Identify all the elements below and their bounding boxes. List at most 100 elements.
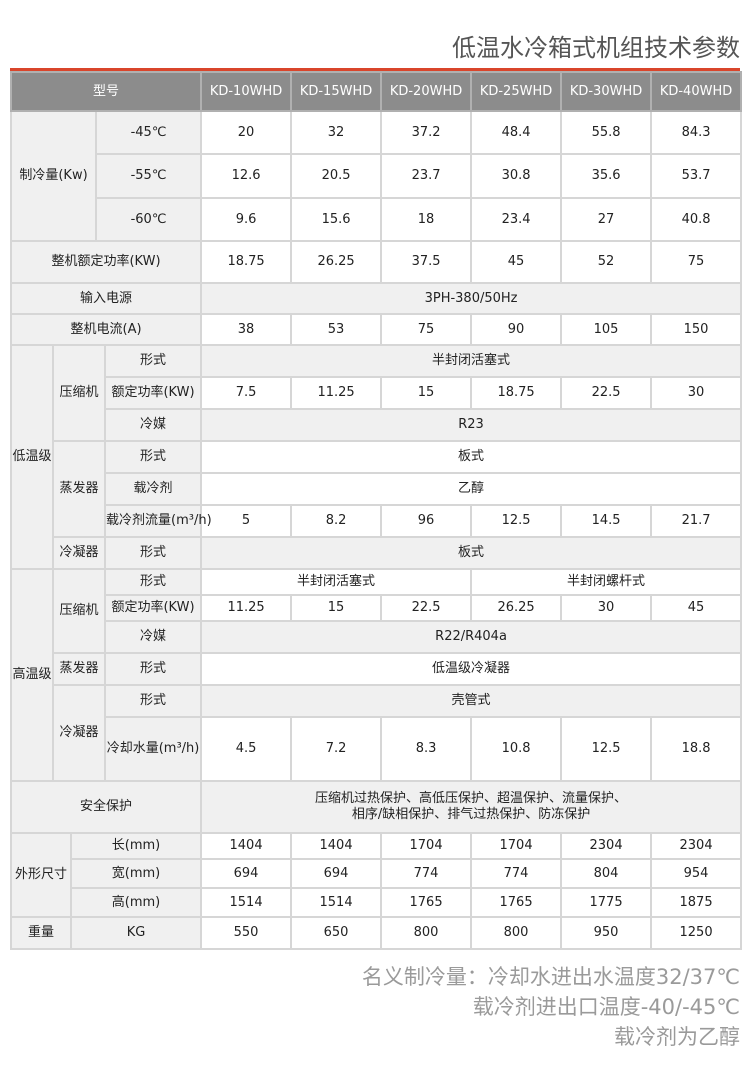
value-cell: 52 — [560, 240, 653, 284]
value-cell: 22.5 — [560, 376, 653, 410]
value-cell: 75 — [650, 240, 743, 284]
value-cell: 1875 — [650, 887, 743, 918]
page-title: 低温水冷箱式机组技术参数 — [452, 34, 740, 62]
value-cell: 53 — [290, 313, 383, 346]
value-cell: 22.5 — [380, 594, 473, 622]
value-cell: 23.7 — [380, 153, 473, 199]
table-row: 冷凝器 形式 板式 — [11, 536, 743, 570]
value-cell: 774 — [380, 858, 473, 889]
value-cell: 2304 — [650, 832, 743, 860]
row-label: 安全保护 — [9, 780, 203, 834]
model-header: KD-25WHD — [470, 71, 563, 112]
table-row: 高温级 压缩机 形式 半封闭活塞式 半封闭螺杆式 — [10, 568, 743, 782]
table-row: 安全保护 压缩机过热保护、高低压保护、超温保护、流量保护、 相序/缺相保护、排气过… — [9, 780, 743, 834]
row-label: -55℃ — [94, 153, 203, 199]
value-cell: 800 — [470, 916, 563, 950]
table-row: 输入电源 3PH-380/50Hz — [9, 282, 743, 315]
row-label: 高(mm) — [69, 887, 203, 918]
value-cell: 18 — [380, 197, 473, 242]
table-row: 整机额定功率(KW) 18.75 26.25 37.5 45 52 75 — [9, 240, 743, 284]
row-label: 额定功率(KW) — [103, 594, 203, 622]
table-row: 冷媒 R23 — [11, 408, 743, 442]
value-cell: 1704 — [380, 832, 473, 860]
row-label: 冷凝器 — [52, 536, 106, 570]
merged-value-cell: 半封闭螺杆式 — [470, 568, 743, 596]
table-row: -55℃ 12.6 20.5 23.7 30.8 35.6 53.7 — [11, 153, 743, 199]
header-label: 型号 — [9, 71, 203, 112]
value-cell: 45 — [650, 594, 743, 622]
value-cell: 550 — [200, 916, 293, 950]
table-row: 重量 KG 550 650 800 800 950 1250 — [10, 916, 743, 950]
table-row: -60℃ 9.6 15.6 18 23.4 27 40.8 — [11, 197, 743, 242]
row-label: 压缩机 — [52, 568, 106, 654]
value-cell: 26.25 — [470, 594, 563, 622]
merged-value-cell: 板式 — [200, 536, 743, 570]
table-row: 高(mm) 1514 1514 1765 1765 1775 1875 — [11, 887, 743, 918]
value-cell: 37.5 — [380, 240, 473, 284]
row-label: 冷媒 — [103, 408, 203, 442]
model-header: KD-15WHD — [290, 71, 383, 112]
value-cell: 8.2 — [290, 504, 383, 538]
value-cell: 1250 — [650, 916, 743, 950]
value-cell: 14.5 — [560, 504, 653, 538]
value-cell: 37.2 — [380, 110, 473, 155]
value-cell: 48.4 — [470, 110, 563, 155]
row-label: 形式 — [103, 652, 203, 686]
row-label: 形式 — [103, 440, 203, 474]
value-cell: 1704 — [470, 832, 563, 860]
footnotes: 名义制冷量：冷却水进出水温度32/37℃ 载冷剂进出口温度-40/-45℃ 载冷… — [362, 962, 740, 1052]
row-label: 形式 — [103, 536, 203, 570]
value-cell: 1765 — [470, 887, 563, 918]
note-coolant-temperature: 载冷剂进出口温度-40/-45℃ — [472, 995, 740, 1019]
value-cell: 84.3 — [650, 110, 743, 155]
value-cell: 774 — [470, 858, 563, 889]
value-cell: 18.75 — [200, 240, 293, 284]
merged-value-cell: 壳管式 — [200, 684, 743, 718]
value-cell: 11.25 — [200, 594, 293, 622]
value-cell: 55.8 — [560, 110, 653, 155]
value-cell: 27 — [560, 197, 653, 242]
table-row: 宽(mm) 694 694 774 774 804 954 — [11, 858, 743, 889]
row-label: 制冷量(Kw) — [10, 110, 97, 242]
value-cell: 7.2 — [290, 716, 383, 782]
value-cell: 950 — [560, 916, 653, 950]
spec-table: 型号 KD-10WHD KD-15WHD KD-20WHD KD-25WHD KD-30W… — [9, 71, 743, 950]
value-cell: 1404 — [200, 832, 293, 860]
table-row: 载冷剂 乙醇 — [11, 472, 743, 506]
row-label: 蒸发器 — [52, 652, 106, 686]
value-cell: 1404 — [290, 832, 383, 860]
value-cell: 15 — [380, 376, 473, 410]
merged-value-cell: 半封闭活塞式 — [200, 344, 743, 378]
value-cell: 23.4 — [470, 197, 563, 242]
merged-value-cell: 低温级冷凝器 — [200, 652, 743, 686]
value-cell: 45 — [470, 240, 563, 284]
value-cell: 40.8 — [650, 197, 743, 242]
table-row: 外形尺寸 长(mm) 1404 1404 1704 1704 2304 2304 — [10, 832, 743, 918]
value-cell: 32 — [290, 110, 383, 155]
value-cell: 12.6 — [200, 153, 293, 199]
value-cell: 21.7 — [650, 504, 743, 538]
row-label: 冷媒 — [103, 620, 203, 654]
row-label: 冷却水量(m³/h) — [103, 716, 203, 782]
table-row: 额定功率(KW) 7.5 11.25 15 18.75 22.5 30 — [11, 376, 743, 410]
note-coolant-type: 载冷剂为乙醇 — [614, 1025, 740, 1049]
row-label: 低温级 — [10, 344, 54, 570]
value-cell: 9.6 — [200, 197, 293, 242]
value-cell: 26.25 — [290, 240, 383, 284]
value-cell: 30.8 — [470, 153, 563, 199]
model-header: KD-40WHD — [650, 71, 743, 112]
value-cell: 10.8 — [470, 716, 563, 782]
row-label: 载冷剂流量(m³/h) — [103, 504, 212, 538]
value-cell: 30 — [650, 376, 743, 410]
table-row: 低温级 压缩机 形式 半封闭活塞式 — [10, 344, 743, 570]
row-label: 高温级 — [10, 568, 54, 782]
value-cell: 75 — [380, 313, 473, 346]
value-cell: 15.6 — [290, 197, 383, 242]
merged-value-cell: 板式 — [200, 440, 743, 474]
value-cell: 12.5 — [470, 504, 563, 538]
value-cell: 1765 — [380, 887, 473, 918]
value-cell: 20 — [200, 110, 293, 155]
value-cell: 18.8 — [650, 716, 743, 782]
value-cell: 2304 — [560, 832, 653, 860]
row-label: -60℃ — [94, 197, 203, 242]
